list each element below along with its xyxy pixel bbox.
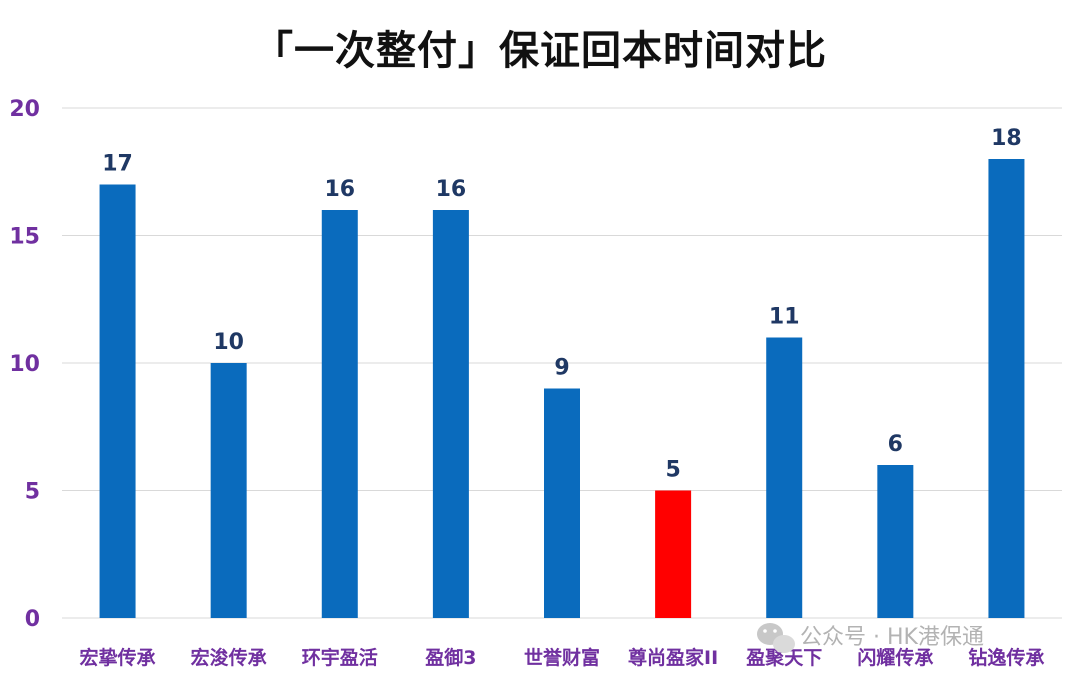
bar [544,388,580,618]
bar [988,159,1025,618]
y-tick-label: 5 [25,480,40,505]
x-tick-label: 尊尚盈家II [628,646,718,669]
x-tick-label: 闪耀传承 [857,646,933,669]
x-tick-label: 环宇盈活 [302,646,378,669]
bar [210,363,247,618]
bar [432,210,469,618]
watermark-text: 公众号 · HK港保通 [800,625,984,650]
data-label: 16 [436,177,467,202]
data-label: 6 [888,432,903,457]
data-label: 5 [665,458,680,483]
bar [655,490,692,618]
bar [321,210,358,618]
y-tick-label: 0 [25,607,40,632]
bar [877,465,914,618]
y-tick-label: 10 [9,352,40,377]
x-tick-label: 盈聚天下 [745,647,822,669]
chart-title: 「一次整付」保证回本时间对比 [253,28,827,74]
x-tick-label: 盈御3 [424,646,476,669]
data-label: 11 [769,305,800,330]
data-label: 18 [991,126,1022,151]
bar [766,337,803,618]
x-tick-label: 宏浚传承 [191,646,267,669]
y-tick-label: 15 [9,225,40,250]
y-tick-label: 20 [9,97,40,122]
data-label: 17 [102,152,133,177]
data-label: 16 [324,177,355,202]
wechat-icon [757,623,795,653]
x-tick-label: 宏挚传承 [80,646,156,669]
x-tick-label: 世誉财富 [524,646,600,669]
x-tick-label: 钻逸传承 [968,646,1044,669]
data-label: 10 [213,330,244,355]
bar [99,184,136,618]
data-label: 9 [554,356,569,381]
